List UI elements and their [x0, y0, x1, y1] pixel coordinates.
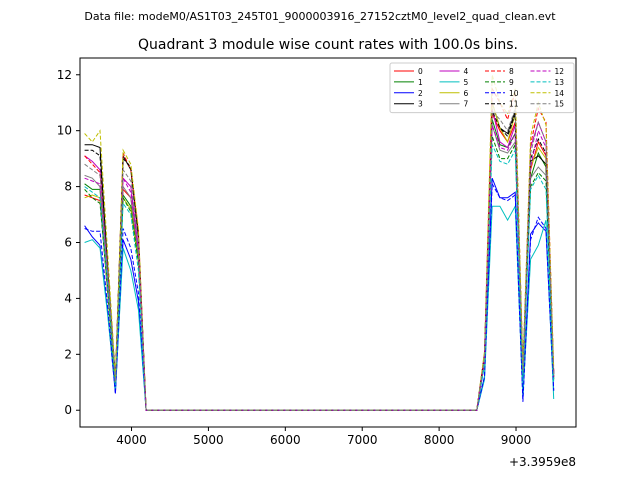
chart-title: Quadrant 3 module wise count rates with … — [138, 37, 518, 53]
y-tick-label: 8 — [64, 180, 72, 194]
series-line-15 — [84, 108, 555, 411]
legend-label-12: 12 — [555, 67, 565, 76]
plot-frame — [79, 57, 577, 428]
x-offset-label: +3.3959e8 — [509, 455, 576, 469]
legend-label-10: 10 — [509, 89, 519, 98]
legend-label-5: 5 — [464, 78, 469, 87]
legend-label-2: 2 — [418, 89, 423, 98]
legend-label-9: 9 — [509, 78, 514, 87]
x-tick-label: 8000 — [424, 433, 455, 447]
x-tick-label: 9000 — [501, 433, 532, 447]
legend-label-8: 8 — [509, 67, 514, 76]
y-tick-label: 2 — [64, 347, 72, 361]
x-tick-label: 7000 — [347, 433, 378, 447]
legend-label-14: 14 — [555, 89, 565, 98]
y-axis-ticks: 0 2 4 6 8 10 12 — [57, 68, 80, 417]
legend-label-11: 11 — [509, 100, 519, 109]
legend-label-13: 13 — [555, 78, 565, 87]
y-tick-label: 6 — [64, 236, 72, 250]
x-tick-label: 6000 — [270, 433, 301, 447]
y-tick-label: 12 — [57, 68, 72, 82]
legend-box — [389, 62, 575, 114]
legend-label-3: 3 — [418, 100, 423, 109]
legend-label-0: 0 — [418, 67, 423, 76]
series-line-13 — [84, 144, 555, 411]
legend-label-7: 7 — [464, 100, 469, 109]
y-tick-label: 10 — [57, 124, 72, 138]
x-axis-ticks: 4000 5000 6000 7000 8000 9000 — [116, 427, 531, 447]
legend-label-4: 4 — [464, 67, 469, 76]
y-tick-label: 0 — [64, 403, 72, 417]
legend-label-1: 1 — [418, 78, 423, 87]
x-tick-label: 5000 — [193, 433, 224, 447]
plot-series-group — [84, 74, 555, 411]
legend-label-15: 15 — [555, 100, 565, 109]
x-tick-label: 4000 — [116, 433, 147, 447]
y-tick-label: 4 — [64, 291, 72, 305]
series-line-14 — [84, 74, 555, 411]
chart-suptitle: Data file: modeM0/AS1T03_245T01_90000039… — [84, 10, 556, 23]
legend-label-6: 6 — [464, 89, 469, 98]
